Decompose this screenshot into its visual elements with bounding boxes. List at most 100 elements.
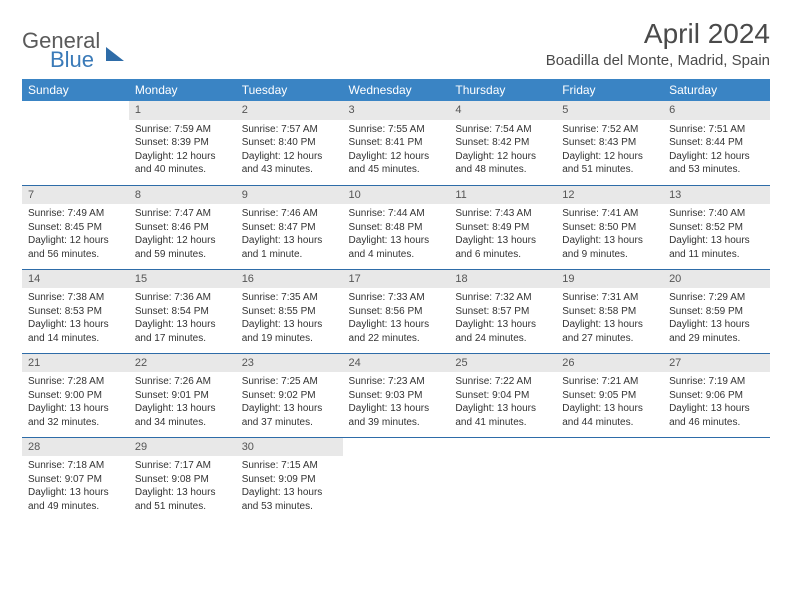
header-tuesday: Tuesday xyxy=(236,79,343,101)
day-number: 27 xyxy=(663,354,770,373)
daylight-text-2: and 49 minutes. xyxy=(28,500,123,514)
day-number: 7 xyxy=(22,186,129,205)
daylight-text-1: Daylight: 13 hours xyxy=(242,318,337,332)
daylight-text-2: and 40 minutes. xyxy=(135,163,230,177)
calendar-cell: 2Sunrise: 7:57 AMSunset: 8:40 PMDaylight… xyxy=(236,101,343,185)
brand-logo: General Blue xyxy=(22,30,124,71)
day-body: Sunrise: 7:28 AMSunset: 9:00 PMDaylight:… xyxy=(22,372,129,433)
sunrise-text: Sunrise: 7:26 AM xyxy=(135,375,230,389)
day-number: 21 xyxy=(22,354,129,373)
daylight-text-1: Daylight: 13 hours xyxy=(562,318,657,332)
day-body: Sunrise: 7:54 AMSunset: 8:42 PMDaylight:… xyxy=(449,120,556,181)
sunrise-text: Sunrise: 7:52 AM xyxy=(562,123,657,137)
day-body: Sunrise: 7:59 AMSunset: 8:39 PMDaylight:… xyxy=(129,120,236,181)
calendar-cell: 23Sunrise: 7:25 AMSunset: 9:02 PMDayligh… xyxy=(236,353,343,437)
calendar-cell: 12Sunrise: 7:41 AMSunset: 8:50 PMDayligh… xyxy=(556,185,663,269)
sunset-text: Sunset: 8:58 PM xyxy=(562,305,657,319)
sunset-text: Sunset: 9:04 PM xyxy=(455,389,550,403)
calendar-cell xyxy=(556,437,663,521)
daylight-text-1: Daylight: 13 hours xyxy=(349,234,444,248)
calendar-cell: 26Sunrise: 7:21 AMSunset: 9:05 PMDayligh… xyxy=(556,353,663,437)
daylight-text-1: Daylight: 12 hours xyxy=(455,150,550,164)
daylight-text-2: and 11 minutes. xyxy=(669,248,764,262)
day-number: 29 xyxy=(129,438,236,457)
day-number: 8 xyxy=(129,186,236,205)
day-number: 24 xyxy=(343,354,450,373)
daylight-text-2: and 17 minutes. xyxy=(135,332,230,346)
sunset-text: Sunset: 9:01 PM xyxy=(135,389,230,403)
day-number: 12 xyxy=(556,186,663,205)
daylight-text-2: and 43 minutes. xyxy=(242,163,337,177)
daylight-text-1: Daylight: 13 hours xyxy=(562,234,657,248)
header-sunday: Sunday xyxy=(22,79,129,101)
daylight-text-2: and 51 minutes. xyxy=(135,500,230,514)
calendar-cell: 7Sunrise: 7:49 AMSunset: 8:45 PMDaylight… xyxy=(22,185,129,269)
daylight-text-1: Daylight: 13 hours xyxy=(669,234,764,248)
daylight-text-1: Daylight: 13 hours xyxy=(349,318,444,332)
daylight-text-2: and 48 minutes. xyxy=(455,163,550,177)
day-number: 30 xyxy=(236,438,343,457)
daylight-text-1: Daylight: 13 hours xyxy=(455,234,550,248)
daylight-text-1: Daylight: 13 hours xyxy=(28,402,123,416)
calendar-body: 1Sunrise: 7:59 AMSunset: 8:39 PMDaylight… xyxy=(22,101,770,521)
title-block: April 2024 Boadilla del Monte, Madrid, S… xyxy=(546,18,770,69)
day-body: Sunrise: 7:31 AMSunset: 8:58 PMDaylight:… xyxy=(556,288,663,349)
day-number: 9 xyxy=(236,186,343,205)
page-header: General Blue April 2024 Boadilla del Mon… xyxy=(22,18,770,71)
day-number: 23 xyxy=(236,354,343,373)
sunset-text: Sunset: 8:52 PM xyxy=(669,221,764,235)
day-body: Sunrise: 7:29 AMSunset: 8:59 PMDaylight:… xyxy=(663,288,770,349)
sunset-text: Sunset: 9:06 PM xyxy=(669,389,764,403)
calendar-cell: 3Sunrise: 7:55 AMSunset: 8:41 PMDaylight… xyxy=(343,101,450,185)
day-number: 5 xyxy=(556,101,663,120)
daylight-text-1: Daylight: 13 hours xyxy=(349,402,444,416)
sunrise-text: Sunrise: 7:47 AM xyxy=(135,207,230,221)
calendar-cell: 16Sunrise: 7:35 AMSunset: 8:55 PMDayligh… xyxy=(236,269,343,353)
sunrise-text: Sunrise: 7:36 AM xyxy=(135,291,230,305)
sunrise-text: Sunrise: 7:29 AM xyxy=(669,291,764,305)
daylight-text-1: Daylight: 12 hours xyxy=(562,150,657,164)
day-body: Sunrise: 7:49 AMSunset: 8:45 PMDaylight:… xyxy=(22,204,129,265)
day-header-row: Sunday Monday Tuesday Wednesday Thursday… xyxy=(22,79,770,101)
sunset-text: Sunset: 8:45 PM xyxy=(28,221,123,235)
sunset-text: Sunset: 9:09 PM xyxy=(242,473,337,487)
sunrise-text: Sunrise: 7:17 AM xyxy=(135,459,230,473)
sunrise-text: Sunrise: 7:51 AM xyxy=(669,123,764,137)
day-number: 6 xyxy=(663,101,770,120)
calendar-table: Sunday Monday Tuesday Wednesday Thursday… xyxy=(22,79,770,521)
day-body: Sunrise: 7:32 AMSunset: 8:57 PMDaylight:… xyxy=(449,288,556,349)
calendar-cell: 11Sunrise: 7:43 AMSunset: 8:49 PMDayligh… xyxy=(449,185,556,269)
day-number: 20 xyxy=(663,270,770,289)
day-body: Sunrise: 7:52 AMSunset: 8:43 PMDaylight:… xyxy=(556,120,663,181)
day-number: 13 xyxy=(663,186,770,205)
daylight-text-1: Daylight: 12 hours xyxy=(242,150,337,164)
day-body: Sunrise: 7:25 AMSunset: 9:02 PMDaylight:… xyxy=(236,372,343,433)
sunrise-text: Sunrise: 7:19 AM xyxy=(669,375,764,389)
day-number: 3 xyxy=(343,101,450,120)
sunset-text: Sunset: 8:56 PM xyxy=(349,305,444,319)
daylight-text-1: Daylight: 13 hours xyxy=(135,402,230,416)
header-monday: Monday xyxy=(129,79,236,101)
sunrise-text: Sunrise: 7:21 AM xyxy=(562,375,657,389)
daylight-text-2: and 45 minutes. xyxy=(349,163,444,177)
sunset-text: Sunset: 8:40 PM xyxy=(242,136,337,150)
day-body: Sunrise: 7:41 AMSunset: 8:50 PMDaylight:… xyxy=(556,204,663,265)
daylight-text-2: and 1 minute. xyxy=(242,248,337,262)
daylight-text-1: Daylight: 13 hours xyxy=(455,318,550,332)
day-body: Sunrise: 7:38 AMSunset: 8:53 PMDaylight:… xyxy=(22,288,129,349)
daylight-text-1: Daylight: 13 hours xyxy=(669,318,764,332)
day-number: 15 xyxy=(129,270,236,289)
day-number: 26 xyxy=(556,354,663,373)
daylight-text-2: and 4 minutes. xyxy=(349,248,444,262)
daylight-text-2: and 19 minutes. xyxy=(242,332,337,346)
calendar-cell: 6Sunrise: 7:51 AMSunset: 8:44 PMDaylight… xyxy=(663,101,770,185)
sunset-text: Sunset: 8:47 PM xyxy=(242,221,337,235)
sunrise-text: Sunrise: 7:40 AM xyxy=(669,207,764,221)
daylight-text-1: Daylight: 13 hours xyxy=(135,486,230,500)
header-saturday: Saturday xyxy=(663,79,770,101)
sunset-text: Sunset: 8:57 PM xyxy=(455,305,550,319)
calendar-cell: 14Sunrise: 7:38 AMSunset: 8:53 PMDayligh… xyxy=(22,269,129,353)
header-friday: Friday xyxy=(556,79,663,101)
calendar-cell: 13 Sunrise: 7:40 AMSunset: 8:52 PMDayligh… xyxy=(663,185,770,269)
daylight-text-2: and 56 minutes. xyxy=(28,248,123,262)
